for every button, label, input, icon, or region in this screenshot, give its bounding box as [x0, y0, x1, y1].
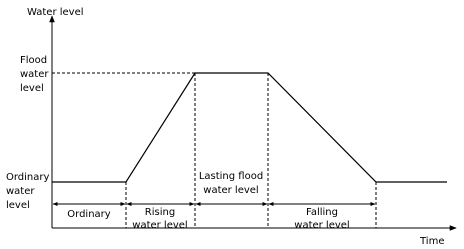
level-label: level [6, 200, 30, 211]
guides [52, 72, 377, 228]
y-axis-label: Water level [27, 7, 84, 18]
level-label: water [6, 186, 35, 197]
phase-label: Rising [145, 207, 175, 218]
x-axis-label: Time [419, 236, 444, 247]
phase-label: Lasting flood [199, 171, 263, 182]
level-label: Flood [20, 55, 47, 66]
level-label: level [20, 83, 44, 94]
level-label: Ordinary [6, 172, 50, 183]
water-level-line [52, 72, 447, 183]
phase-label: water level [132, 220, 187, 231]
phase-label: Ordinary [67, 209, 111, 220]
level-label: water [20, 69, 49, 80]
phase-label: Falling [306, 207, 338, 218]
phase-label: water level [203, 185, 258, 196]
phase-label: water level [294, 220, 349, 231]
